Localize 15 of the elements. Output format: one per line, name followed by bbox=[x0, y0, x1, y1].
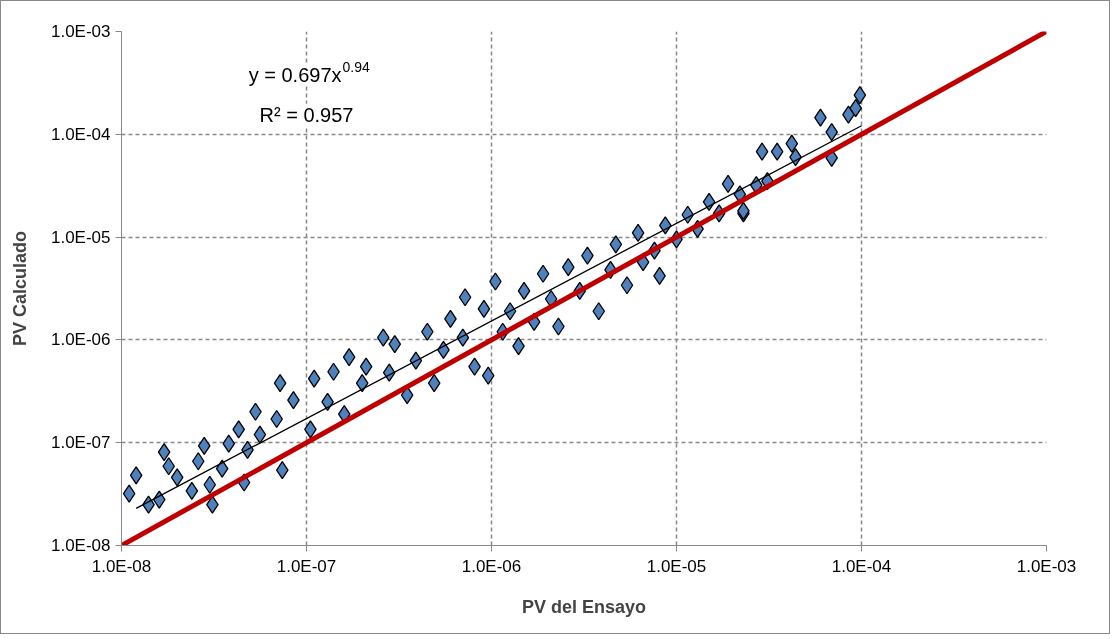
y-tick-label: 1.0E-05 bbox=[50, 227, 111, 247]
annotation: R² = 0.957 bbox=[259, 103, 354, 126]
x-axis-title: PV del Ensayo bbox=[521, 596, 647, 617]
x-tick-label: 1.0E-04 bbox=[831, 556, 892, 576]
y-tick-label: 1.0E-04 bbox=[50, 124, 111, 144]
x-tick-label: 1.0E-07 bbox=[276, 556, 337, 576]
y-tick-label: 1.0E-07 bbox=[50, 433, 111, 453]
y-tick-label: 1.0E-03 bbox=[50, 22, 111, 41]
y-tick-label: 1.0E-08 bbox=[50, 536, 111, 555]
x-tick-label: 1.0E-03 bbox=[1016, 556, 1077, 576]
x-tick-label: 1.0E-05 bbox=[646, 556, 707, 576]
y-tick-label: 1.0E-06 bbox=[50, 330, 111, 350]
x-tick-label: 1.0E-08 bbox=[91, 556, 152, 576]
y-axis-title: PV Calculado bbox=[9, 230, 30, 347]
x-tick-label: 1.0E-06 bbox=[461, 556, 522, 576]
